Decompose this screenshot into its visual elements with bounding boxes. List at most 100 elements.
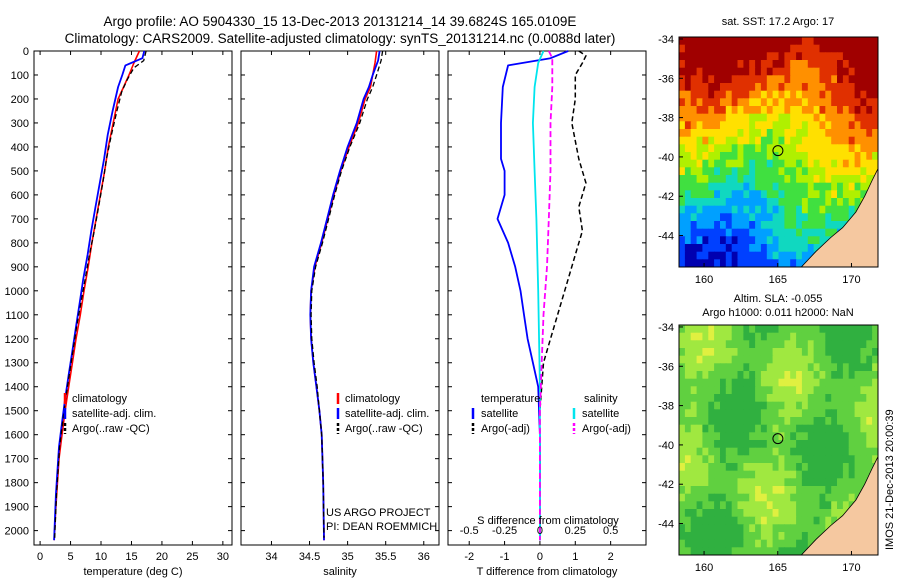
- map-cell: [684, 144, 692, 153]
- map-cell: [837, 182, 844, 191]
- map-cell: [760, 144, 768, 153]
- map-cell: [848, 332, 856, 341]
- map-cell: [714, 378, 721, 387]
- map-cell: [807, 516, 815, 525]
- map-cell: [708, 251, 715, 260]
- map-cell: [760, 213, 768, 222]
- map-cell: [708, 424, 715, 433]
- map-cell: [702, 228, 709, 237]
- map-cell: [813, 409, 821, 418]
- map-cell: [837, 167, 844, 176]
- map-cell: [801, 236, 809, 245]
- map-cell: [854, 90, 862, 99]
- map-cell: [696, 259, 704, 267]
- map-cell: [749, 516, 756, 525]
- map-cell: [866, 340, 873, 349]
- map-cell: [796, 378, 803, 387]
- map-cell: [755, 417, 762, 426]
- map-cell: [696, 136, 704, 145]
- map-cell: [760, 432, 768, 441]
- map-cell: [743, 106, 750, 115]
- map-cell: [872, 394, 878, 403]
- map-cell: [848, 409, 856, 418]
- map-cell: [755, 152, 762, 161]
- map-cell: [679, 67, 686, 76]
- map-cell: [831, 447, 838, 456]
- map-cell: [679, 371, 686, 380]
- map-cell: [743, 417, 750, 426]
- map-cell: [696, 52, 704, 61]
- map-cell: [790, 121, 797, 130]
- map-cell: [760, 152, 768, 161]
- map-cell: [743, 205, 750, 214]
- map-cell: [837, 190, 844, 199]
- map-cell: [743, 83, 750, 92]
- map-cell: [690, 417, 698, 426]
- map-cell: [714, 37, 721, 46]
- map-cell: [720, 129, 727, 138]
- map-cell: [679, 182, 686, 191]
- map-cell: [801, 144, 809, 153]
- map-cell: [807, 152, 815, 161]
- map-cell: [819, 447, 826, 456]
- map-cell: [790, 198, 797, 207]
- map-cell: [848, 355, 856, 364]
- map-cell: [819, 175, 826, 184]
- map-cell: [684, 221, 692, 230]
- map-cell: [772, 159, 780, 168]
- map-cell: [720, 213, 727, 222]
- map-cell: [837, 144, 844, 153]
- map-cell: [778, 394, 785, 403]
- map-cell: [825, 424, 832, 433]
- map-cell: [825, 447, 832, 456]
- map-cell: [807, 75, 815, 84]
- map-cell: [725, 340, 733, 349]
- map-cell: [749, 44, 756, 53]
- map-cell: [854, 37, 862, 46]
- map-cell: [790, 244, 797, 253]
- map-cell: [749, 136, 756, 145]
- map-cell: [696, 67, 704, 76]
- map-cell: [790, 236, 797, 245]
- map-cell: [860, 167, 867, 176]
- map-cell: [755, 432, 762, 441]
- map-cell: [807, 409, 815, 418]
- map-cell: [696, 175, 704, 184]
- map-cell: [860, 44, 867, 53]
- map-cell: [725, 228, 733, 237]
- map-cell: [860, 386, 867, 395]
- map-cell: [807, 236, 815, 245]
- map-cell: [714, 136, 721, 145]
- map-cell: [825, 67, 832, 76]
- map-cell: [708, 516, 715, 525]
- map-cell: [842, 340, 850, 349]
- map-cell: [760, 355, 768, 364]
- map-cell: [825, 470, 832, 479]
- map-cell: [743, 152, 750, 161]
- map-cell: [743, 52, 750, 61]
- map-cell: [848, 44, 856, 53]
- map-cell: [784, 432, 791, 441]
- map-cell: [778, 340, 785, 349]
- map-cell: [772, 501, 780, 510]
- map-cell: [720, 113, 727, 122]
- map-cell: [708, 355, 715, 364]
- map-cell: [766, 325, 774, 334]
- map-cell: [696, 386, 704, 395]
- map-cell: [755, 539, 762, 548]
- map-cell: [702, 325, 709, 334]
- map-cell: [737, 228, 744, 237]
- map-cell: [831, 190, 838, 199]
- map-cell: [708, 417, 715, 426]
- map-cell: [760, 136, 768, 145]
- map-cell: [819, 516, 826, 525]
- map-cell: [737, 325, 744, 334]
- map-cell: [778, 190, 785, 199]
- map-cell: [772, 67, 780, 76]
- map-cell: [772, 144, 780, 153]
- map-cell: [825, 60, 832, 69]
- map-cell: [690, 251, 698, 260]
- map-cell: [690, 539, 698, 548]
- map-cell: [725, 198, 733, 207]
- map-cell: [743, 340, 750, 349]
